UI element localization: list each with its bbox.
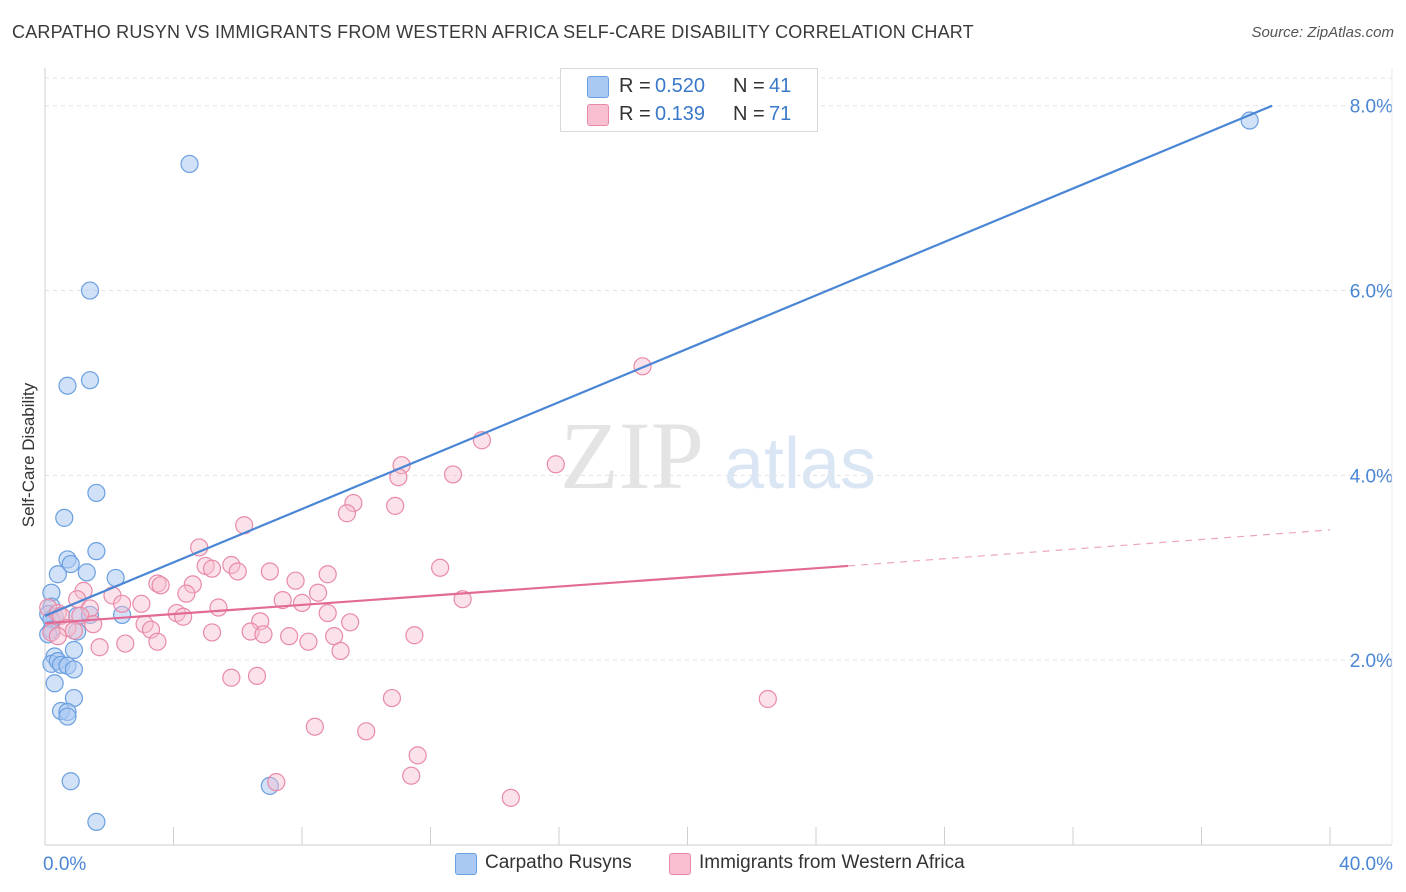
x-tick-label-max: 40.0% [1339,854,1393,875]
carpatho-point [58,707,77,726]
western-africa-point [341,613,360,632]
western-africa-point [408,746,427,765]
western-africa-point [292,593,312,612]
carpatho-point [58,376,77,395]
x-tick-label-min: 0.0% [43,854,86,875]
western-africa-point [431,558,450,577]
legend-n-label: N = [733,103,765,125]
western-africa-point [177,584,196,603]
carpatho-point [180,154,199,174]
legend-swatch-western-africa [587,104,609,126]
western-africa-point [443,465,463,484]
western-africa-trend-line [44,564,849,625]
watermark-atlas: atlas [724,424,876,504]
legend-r-label: R = [619,75,651,97]
carpatho-point [80,281,100,300]
western-africa-point [273,591,292,610]
western-africa-point [758,689,777,709]
carpatho-point [45,674,64,693]
western-africa-point [453,590,472,609]
carpatho-point [87,483,106,503]
western-africa-point [299,632,318,651]
series-legend-swatch-western-africa [669,853,691,875]
carpatho-point [61,772,80,791]
western-africa-point [84,615,103,634]
western-africa-point [151,576,170,595]
carpatho-point [55,508,74,527]
carpatho-point [77,563,96,582]
legend-r-label: R = [619,103,651,125]
series-legend-label-western-africa: Immigrants from Western Africa [699,852,965,873]
source-label: Source: ZipAtlas.com [1251,24,1394,41]
western-africa-point [254,625,273,644]
legend-n-value: 41 [769,75,792,97]
western-africa-point [183,575,202,594]
western-africa-point [112,594,132,613]
carpatho-point [87,812,106,831]
western-africa-point [305,717,324,736]
western-africa-point [344,493,363,513]
watermark-zip: ZIP [560,402,704,509]
western-africa-point [337,504,357,523]
western-africa-point [386,496,405,515]
western-africa-point [148,574,167,593]
western-africa-point [222,668,241,687]
western-africa-point [357,722,376,741]
carpatho-point [61,554,80,574]
western-africa-point [280,627,299,646]
western-africa-point [318,603,337,623]
carpatho-point [64,660,84,679]
western-africa-point [202,623,222,642]
western-africa-point [48,627,67,646]
western-africa-point [222,555,241,575]
western-africa-point [546,455,565,474]
legend-r-value: 0.520 [655,75,706,97]
western-africa-point [132,594,151,613]
carpatho-point [87,542,106,561]
chart-title: CARPATHO RUSYN VS IMMIGRANTS FROM WESTER… [12,22,974,42]
y-tick-label: 2.0% [1350,651,1393,672]
western-africa-point [286,571,305,590]
western-africa-point [209,598,228,617]
western-africa-point [260,562,279,581]
western-africa-point [405,626,424,645]
legend-n-label: N = [733,75,765,97]
carpatho-trend-line [44,104,1273,617]
y-tick-label: 4.0% [1350,466,1393,487]
y-tick-label: 6.0% [1350,282,1393,303]
western-africa-point [318,565,337,584]
western-africa-point [247,666,267,685]
western-africa-point [64,621,84,640]
carpatho-point [48,565,67,584]
western-africa-point [174,607,193,626]
western-africa-point [202,559,222,578]
western-africa-point [148,632,167,651]
carpatho-point [64,640,84,660]
y-axis-label: Self-Care Disability [19,382,38,527]
series-legend-swatch-carpatho [455,853,477,875]
western-africa-point [267,773,286,792]
western-africa-point [90,638,109,657]
western-africa-point [80,599,100,618]
legend-r-value: 0.139 [655,103,706,125]
y-tick-label: 8.0% [1350,97,1393,118]
western-africa-trend-line-extension [848,529,1331,567]
carpatho-point [80,371,100,390]
western-africa-point [382,688,402,708]
western-africa-point [501,788,520,807]
legend-swatch-carpatho [587,76,609,98]
western-africa-point [116,634,135,653]
correlation-legend: R = 0.520 N = 41 R = 0.139 N = 71 [560,68,818,132]
western-africa-point [331,641,350,661]
series-legend-label-carpatho: Carpatho Rusyns [485,852,632,873]
western-africa-point [228,562,247,581]
western-africa-point [402,766,421,785]
legend-n-value: 71 [769,103,792,125]
western-africa-point [308,583,328,602]
